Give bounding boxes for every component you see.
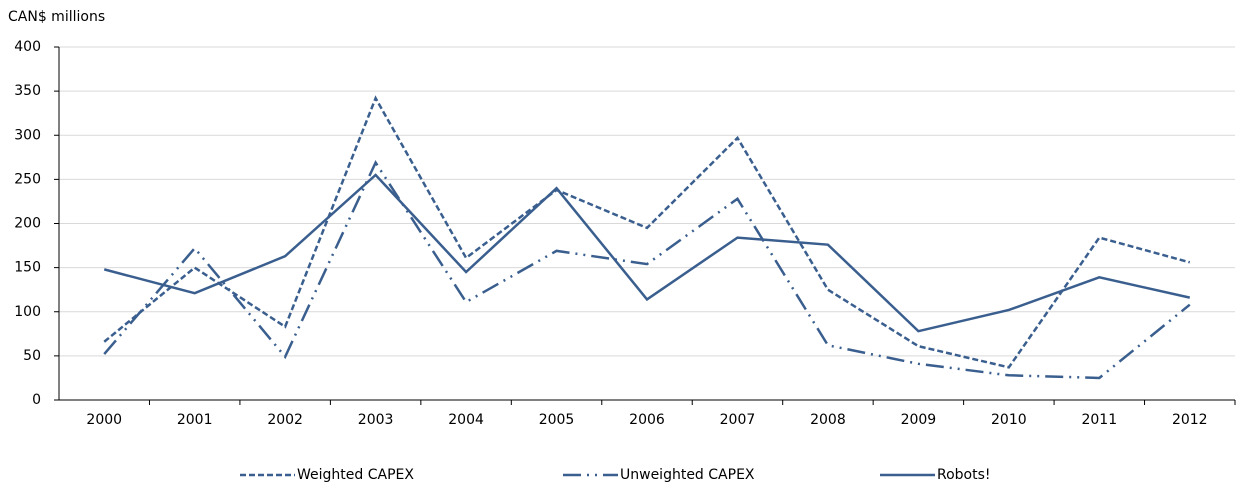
- x-tick-label: 2004: [448, 412, 484, 428]
- y-tick-label: 200: [14, 216, 41, 232]
- x-tick-label: 2009: [901, 412, 937, 428]
- x-tick-label: 2010: [991, 412, 1027, 428]
- y-axis-label: CAN$ millions: [8, 9, 105, 25]
- y-tick-label: 0: [32, 392, 41, 408]
- x-tick-label: 2007: [720, 412, 756, 428]
- series-line: [103, 173, 1191, 333]
- x-tick-label: 2000: [86, 412, 122, 428]
- y-tick-label: 150: [14, 260, 41, 276]
- legend-label: Unweighted CAPEX: [620, 467, 755, 483]
- y-tick-label: 50: [23, 348, 41, 364]
- y-tick-label: 400: [14, 39, 41, 55]
- y-tick-label: 300: [14, 127, 41, 143]
- legend-label: Weighted CAPEX: [297, 467, 414, 483]
- y-tick-label: 100: [14, 304, 41, 320]
- x-tick-label: 2002: [267, 412, 303, 428]
- x-tick-label: 2008: [810, 412, 846, 428]
- series-line: [103, 160, 1191, 380]
- series-line: [103, 95, 1191, 369]
- legend-label: Robots!: [937, 467, 991, 483]
- y-tick-label: 350: [14, 83, 41, 99]
- y-tick-label: 250: [14, 171, 41, 187]
- x-tick-label: 2011: [1081, 412, 1117, 428]
- x-tick-label: 2003: [358, 412, 394, 428]
- x-tick-label: 2012: [1172, 412, 1208, 428]
- x-tick-label: 2001: [177, 412, 213, 428]
- x-tick-label: 2006: [629, 412, 665, 428]
- x-tick-label: 2005: [539, 412, 575, 428]
